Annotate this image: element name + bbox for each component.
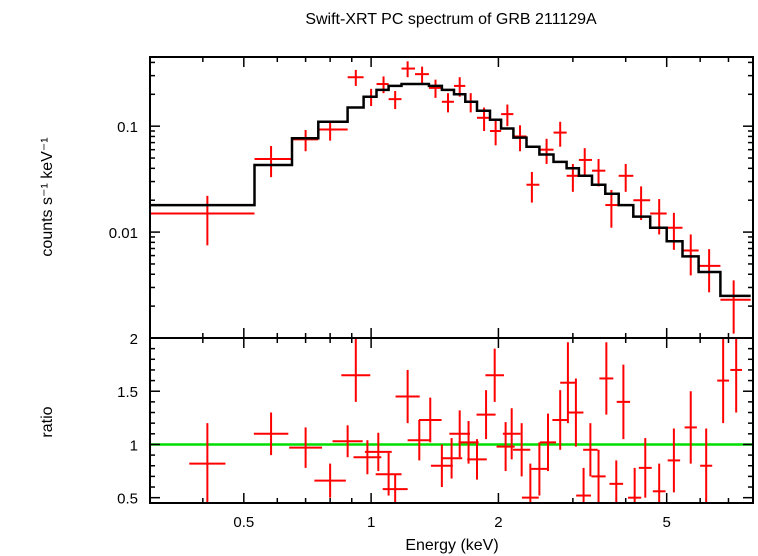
- data-point-0-16: [501, 104, 514, 127]
- data-point-0-10: [428, 79, 442, 98]
- data-point-1-3: [314, 463, 346, 498]
- model-step-line: [150, 82, 751, 298]
- data-point-0-30: [698, 249, 721, 293]
- data-point-0-28: [666, 212, 683, 250]
- y-tick-label: 1.5: [117, 384, 138, 401]
- data-point-1-10: [395, 369, 420, 424]
- data-point-0-19: [539, 138, 554, 164]
- data-point-0-8: [401, 61, 416, 78]
- ratio-panel-frame: [149, 337, 754, 504]
- y-tick-label: 2: [130, 331, 138, 348]
- data-point-1-42: [730, 338, 743, 413]
- y-tick-label: 0.01: [109, 225, 138, 242]
- data-point-0-1: [254, 145, 292, 178]
- x-tick-label: 5: [663, 514, 671, 531]
- data-point-1-41: [717, 338, 730, 424]
- data-point-1-29: [576, 467, 591, 503]
- data-point-1-12: [418, 397, 442, 443]
- data-point-0-11: [441, 93, 454, 113]
- x-tick-label: 1: [367, 514, 375, 531]
- spectrum-panel: 0.1 0.01 counts s⁻¹ keV⁻¹: [39, 56, 754, 339]
- data-point-1-40: [700, 428, 713, 503]
- y-tick-label: 0.5: [117, 491, 138, 508]
- data-point-1-34: [616, 364, 631, 440]
- data-point-1-19: [485, 348, 504, 402]
- data-point-1-39: [684, 391, 697, 464]
- data-point-1-14: [440, 438, 463, 479]
- data-point-1-15: [449, 410, 471, 458]
- data-point-0-7: [388, 90, 402, 110]
- data-point-1-7: [364, 432, 392, 472]
- data-point-0-31: [720, 280, 751, 334]
- data-point-1-0: [189, 423, 226, 503]
- data-point-0-9: [415, 66, 429, 84]
- y-tick-label: 0.1: [117, 119, 138, 136]
- chart-title: Swift-XRT PC spectrum of GRB 211129A: [305, 11, 597, 28]
- data-point-1-38: [667, 428, 681, 493]
- y-axis-label-ratio: ratio: [39, 406, 56, 437]
- data-point-1-33: [609, 460, 624, 503]
- data-point-0-18: [526, 171, 540, 203]
- data-point-1-26: [552, 390, 569, 450]
- y-axis-label-counts: counts s⁻¹ keV⁻¹: [39, 137, 56, 256]
- data-point-1-24: [531, 442, 548, 496]
- data-point-0-26: [633, 186, 651, 221]
- data-point-1-11: [407, 419, 431, 461]
- ratio-panel: 0.5 1 2 5 0.5 1 1.5 2 ratio Energy (keV): [39, 331, 754, 554]
- data-point-1-4: [332, 425, 363, 458]
- data-point-0-3: [318, 120, 348, 141]
- y-tick-label: 1: [130, 437, 138, 454]
- data-point-0-25: [618, 163, 634, 192]
- data-point-1-2: [289, 427, 323, 468]
- data-point-1-21: [502, 408, 521, 460]
- data-point-1-5: [341, 338, 371, 402]
- x-tick-label: 0.5: [233, 514, 254, 531]
- data-point-0-20: [553, 121, 567, 147]
- data-point-0-15: [489, 120, 502, 146]
- x-tick-label: 2: [494, 514, 502, 531]
- data-point-1-36: [638, 438, 652, 498]
- data-point-1-35: [628, 467, 642, 503]
- data-point-1-25: [539, 413, 557, 472]
- data-point-1-9: [382, 474, 408, 503]
- data-point-0-29: [682, 234, 699, 276]
- data-point-0-4: [347, 69, 364, 86]
- data-point-1-31: [591, 449, 606, 503]
- data-point-1-22: [513, 423, 531, 477]
- data-point-0-22: [578, 148, 593, 176]
- data-point-1-6: [353, 440, 382, 475]
- data-point-1-28: [568, 378, 584, 447]
- data-point-1-18: [476, 390, 496, 440]
- data-point-1-27: [560, 342, 576, 424]
- data-point-1-37: [652, 463, 666, 503]
- data-point-1-17: [467, 439, 487, 480]
- data-point-0-23: [592, 158, 606, 187]
- data-point-0-24: [605, 189, 619, 228]
- data-point-1-30: [583, 423, 598, 477]
- data-point-1-13: [430, 444, 453, 488]
- data-point-1-1: [253, 412, 289, 456]
- x-axis-label-energy: Energy (keV): [405, 537, 498, 554]
- data-point-1-16: [458, 421, 479, 464]
- data-point-1-23: [521, 463, 539, 503]
- data-point-1-32: [599, 342, 614, 415]
